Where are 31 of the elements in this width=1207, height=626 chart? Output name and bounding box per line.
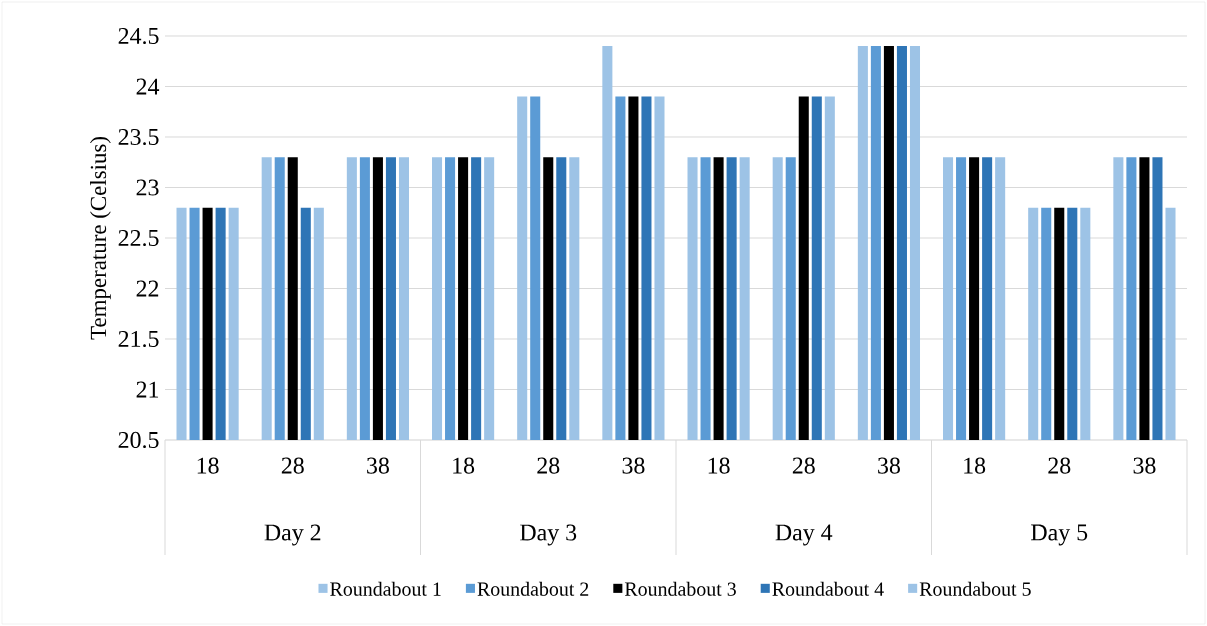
y-tick-label: 23 [136, 179, 159, 196]
legend-label: Roundabout 2 [477, 581, 589, 596]
text: Day 5 [1031, 524, 1088, 546]
text: Day 3 [520, 524, 577, 546]
y-tick-label: 24.5 [118, 27, 159, 45]
text: Day 2 [264, 524, 321, 546]
x-tick-label: 18 [197, 457, 219, 474]
x-tick-label: 38 [878, 457, 900, 474]
x-tick-label: 18 [964, 457, 986, 474]
y-tick-label: 23.5 [118, 128, 159, 146]
x-tick-label: 28 [281, 457, 304, 474]
legend-label: Roundabout 3 [624, 581, 736, 596]
y-tick-label: 22.5 [118, 229, 159, 247]
x-tick-label: 38 [367, 457, 389, 474]
y-tick-label: 20.5 [118, 431, 159, 449]
legend-label: Roundabout 1 [330, 581, 441, 596]
x-tick-label: 28 [792, 457, 815, 474]
legend-label: Roundabout 4 [772, 581, 884, 596]
y-axis-title: Temperature (Celsius) [90, 137, 111, 340]
x-tick-label: 28 [537, 457, 560, 474]
y-tick-label: 22 [136, 280, 159, 297]
x-tick-label: 18 [708, 457, 730, 474]
y-tick-label: 21.5 [118, 330, 159, 348]
x-tick-label: 28 [1048, 457, 1071, 474]
y-tick-label: 24 [136, 78, 160, 95]
x-tick-label: 18 [453, 457, 475, 474]
legend-label: Roundabout 5 [919, 581, 1031, 596]
x-tick-label: 38 [1133, 457, 1156, 474]
y-tick-label: 21 [136, 381, 159, 398]
text: Day 4 [775, 524, 833, 546]
x-tick-label: 38 [622, 457, 645, 474]
